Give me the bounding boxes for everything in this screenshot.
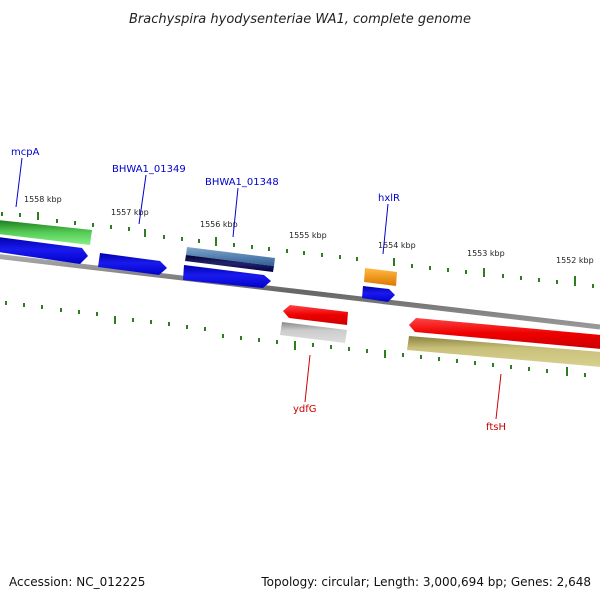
- ruler-label: 1554 kbp: [378, 241, 416, 250]
- inner-ruler: [5, 301, 586, 377]
- gene-bar: [407, 336, 600, 367]
- ruler-label: 1558 kbp: [24, 195, 62, 204]
- ruler-label: 1555 kbp: [289, 231, 327, 240]
- cds-arrow: [283, 305, 348, 325]
- gene-label-BHWA1_01348[interactable]: BHWA1_01348: [205, 177, 279, 188]
- feature-BHWA1_01348[interactable]: [183, 247, 275, 288]
- gene-label-mcpA[interactable]: mcpA: [11, 147, 40, 158]
- ruler-label: 1552 kbp: [556, 256, 594, 265]
- gene-label-BHWA1_01349[interactable]: BHWA1_01349: [112, 164, 186, 175]
- feature-hxlR[interactable]: [362, 268, 397, 302]
- cds-arrow: [409, 318, 600, 349]
- gene-bar: [280, 322, 347, 343]
- feature-BHWA1_01349[interactable]: [98, 253, 167, 275]
- cds-arrow: [98, 253, 167, 275]
- gene-bar-dark: [185, 255, 274, 272]
- genome-backbone: [0, 254, 600, 330]
- cds-arrow: [0, 237, 88, 264]
- ruler-label: 1553 kbp: [467, 249, 505, 258]
- cds-arrow: [362, 286, 395, 302]
- gene-bar: [0, 220, 92, 245]
- ruler-labels: 1558 kbp 1557 kbp 1556 kbp 1555 kbp 1554…: [24, 195, 594, 265]
- feature-ftsH[interactable]: [407, 318, 600, 367]
- ruler-label: 1557 kbp: [111, 208, 149, 217]
- accession-text: Accession: NC_012225: [9, 575, 145, 589]
- label-leaders: [15, 157, 502, 420]
- ruler-label: 1556 kbp: [200, 220, 238, 229]
- outer-ruler: [1, 212, 594, 288]
- feature-mcpA[interactable]: [0, 220, 92, 264]
- gene-bar: [364, 268, 397, 286]
- gene-label-ydfG[interactable]: ydfG: [293, 404, 317, 415]
- gene-label-hxlR[interactable]: hxlR: [378, 193, 400, 204]
- feature-ydfG[interactable]: [280, 305, 348, 343]
- gene-bar: [186, 247, 275, 266]
- cds-arrow: [183, 265, 271, 288]
- map-title: Brachyspira hyodysenteriae WA1, complete…: [129, 12, 471, 27]
- genome-summary-text: Topology: circular; Length: 3,000,694 bp…: [260, 575, 591, 589]
- gene-label-ftsH[interactable]: ftsH: [486, 422, 506, 433]
